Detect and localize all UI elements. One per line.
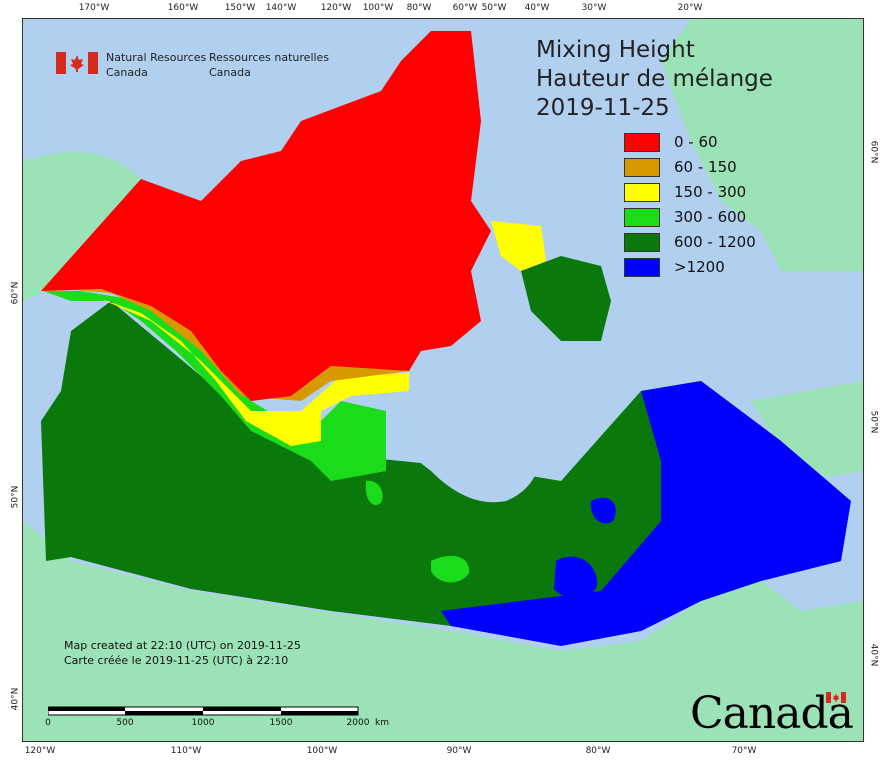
left-tick-label: 40°N	[10, 687, 21, 711]
top-tick-label: 120°W	[320, 3, 352, 13]
greenland-land	[661, 19, 863, 271]
legend-label: >1200	[674, 258, 725, 276]
title-english: Mixing Height	[536, 37, 695, 63]
top-tick-label: 100°W	[362, 3, 394, 13]
hudson-bay	[393, 368, 546, 503]
right-tick-label: 60°N	[868, 140, 879, 164]
scale-label: 500	[116, 718, 134, 728]
legend-label: 0 - 60	[674, 133, 718, 151]
top-tick-label: 170°W	[78, 3, 110, 13]
zone-600-1200-north	[521, 256, 611, 341]
scale-label: 1500	[269, 718, 293, 728]
blue-lake-quebec	[590, 497, 616, 524]
credit-english: Map created at 22:10 (UTC) on 2019-11-25	[64, 639, 301, 652]
legend-label: 150 - 300	[674, 183, 747, 201]
top-tick-label: 140°W	[265, 3, 297, 13]
zone-150-300-north	[491, 221, 546, 271]
zone-over-1200	[441, 381, 851, 646]
usa-land	[23, 521, 863, 741]
wordmark-flag-icon	[826, 692, 846, 703]
zone-150-300	[61, 299, 409, 446]
green-patch-small	[365, 480, 383, 505]
atlantic-land	[751, 381, 863, 481]
zone-0-60	[41, 31, 491, 401]
bottom-tick-label: 110°W	[170, 746, 202, 756]
title-french: Hauteur de mélange	[536, 66, 773, 92]
agency-en-line1: Natural Resources	[106, 51, 207, 64]
credit-french: Carte créée le 2019-11-25 (UTC) à 22:10	[64, 654, 289, 667]
blue-patch-ontario	[554, 556, 598, 599]
top-tick-label: 50°W	[481, 3, 507, 13]
legend-swatch	[624, 233, 660, 252]
bottom-tick-label: 70°W	[731, 746, 757, 756]
right-tick-label: 40°N	[868, 643, 879, 667]
agency-en-line2: Canada	[106, 66, 148, 79]
agency-name-en: Natural Resources Canada	[106, 50, 206, 80]
title-date: 2019-11-25	[536, 95, 670, 121]
legend-label: 300 - 600	[674, 208, 747, 226]
top-tick-label: 150°W	[224, 3, 256, 13]
legend-swatch	[624, 158, 660, 177]
agency-fr-line1: Ressources naturelles	[209, 51, 330, 64]
legend-swatch	[624, 133, 660, 152]
scale-bar-graphic	[47, 706, 359, 716]
legend-label: 60 - 150	[674, 158, 737, 176]
top-tick-label: 60°W	[452, 3, 478, 13]
top-tick-label: 20°W	[677, 3, 703, 13]
legend-label: 600 - 1200	[674, 233, 756, 251]
map-panel: Natural Resources Canada Ressources natu…	[22, 18, 864, 742]
scale-label: 2000	[346, 718, 370, 728]
legend-swatch	[624, 208, 660, 227]
scale-label: 0	[45, 718, 51, 728]
map-canvas	[23, 19, 863, 741]
alaska-land	[23, 151, 141, 301]
scale-bar: 0 500 1000 1500 2000 km	[45, 704, 389, 728]
bottom-tick-label: 100°W	[306, 746, 338, 756]
bottom-tick-label: 90°W	[446, 746, 472, 756]
legend-swatch	[624, 183, 660, 202]
bottom-tick-label: 80°W	[585, 746, 611, 756]
scale-label: 1000	[191, 718, 215, 728]
map-credit: Map created at 22:10 (UTC) on 2019-11-25…	[64, 638, 301, 668]
legend-swatch	[624, 258, 660, 277]
top-tick-label: 160°W	[167, 3, 199, 13]
top-tick-label: 80°W	[406, 3, 432, 13]
top-tick-label: 40°W	[524, 3, 550, 13]
agency-name-fr: Ressources naturelles Canada	[209, 50, 329, 80]
agency-fr-line2: Canada	[209, 66, 251, 79]
map-title: Mixing Height Hauteur de mélange 2019-11…	[536, 36, 773, 123]
bottom-tick-label: 120°W	[24, 746, 56, 756]
scale-unit: km	[375, 718, 389, 728]
canada-flag-icon	[56, 52, 98, 74]
top-tick-label: 30°W	[581, 3, 607, 13]
left-tick-label: 50°N	[10, 485, 21, 509]
green-patch	[431, 555, 470, 583]
right-tick-label: 50°N	[868, 410, 879, 434]
left-tick-label: 60°N	[10, 281, 21, 305]
